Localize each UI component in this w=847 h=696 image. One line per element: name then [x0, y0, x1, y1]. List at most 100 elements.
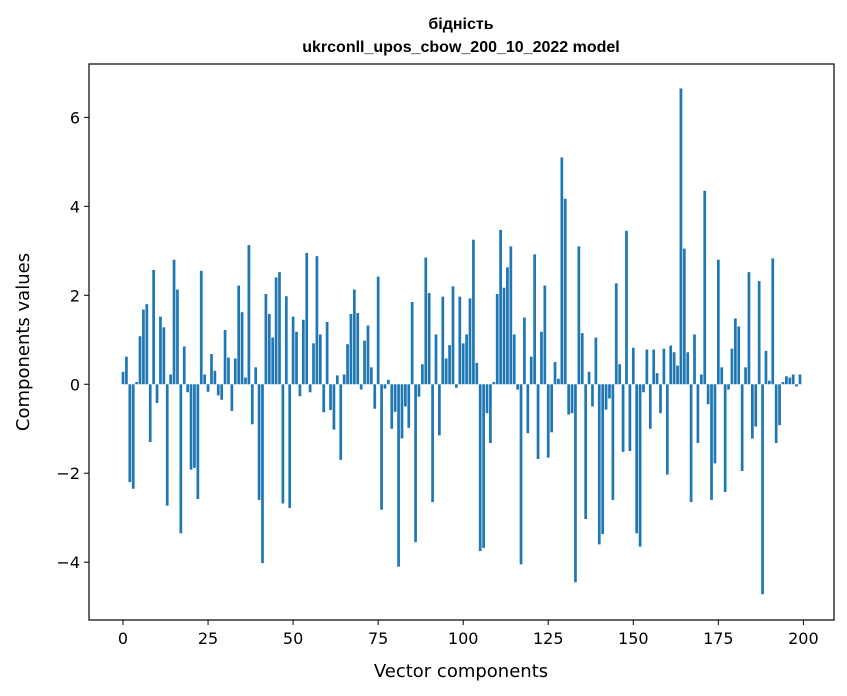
bar: [696, 384, 700, 443]
x-tick-label: 75: [368, 629, 388, 648]
bar: [271, 337, 275, 385]
bar: [162, 327, 166, 385]
bar: [390, 384, 394, 429]
bar: [591, 384, 594, 407]
bar: [540, 331, 543, 385]
bar: [778, 384, 781, 426]
bar: [563, 198, 567, 385]
bar: [417, 384, 421, 397]
bar: [689, 384, 693, 503]
y-tick-label: −2: [56, 464, 80, 483]
bar: [635, 384, 639, 534]
bar: [737, 326, 741, 385]
bar: [383, 384, 387, 389]
bar: [274, 277, 278, 385]
y-axis: −4 −2 0 2 4 6: [56, 108, 89, 572]
y-tick-label: −4: [56, 553, 80, 572]
bar: [676, 365, 679, 385]
bar: [233, 358, 237, 385]
x-tick-label: 150: [618, 629, 649, 648]
bar: [699, 374, 703, 385]
bar: [798, 374, 802, 385]
bar: [733, 318, 737, 385]
bar: [254, 367, 258, 385]
bar: [346, 344, 349, 385]
x-axis: 0 25 50 75 100 125 150 175 200: [118, 620, 819, 648]
bar: [451, 286, 455, 385]
bar: [788, 377, 792, 385]
bar: [669, 345, 673, 385]
bar: [444, 358, 448, 385]
bar: [768, 380, 771, 385]
bar: [424, 257, 428, 385]
bar: [281, 384, 285, 504]
bar: [550, 384, 554, 433]
bar: [679, 88, 683, 385]
bar: [662, 348, 666, 385]
bar: [716, 259, 720, 385]
bars-group: [121, 88, 802, 595]
bar: [312, 343, 315, 385]
bar: [376, 276, 380, 385]
bar: [172, 259, 176, 385]
bar: [642, 384, 645, 393]
x-tick-label: 175: [703, 629, 734, 648]
bar: [713, 384, 717, 464]
bar: [335, 375, 339, 385]
bar: [781, 382, 785, 385]
bar: [499, 229, 502, 385]
bar: [332, 384, 336, 430]
bar: [570, 384, 574, 414]
bar: [373, 384, 377, 409]
bar: [472, 239, 475, 385]
bar: [703, 190, 707, 385]
bar: [230, 384, 234, 411]
bar: [567, 384, 571, 415]
bar: [322, 384, 326, 413]
bar: [628, 384, 632, 451]
bar: [404, 384, 407, 407]
bar: [682, 248, 686, 385]
bar: [186, 384, 190, 393]
x-tick-label: 50: [283, 629, 303, 648]
y-tick-label: 0: [70, 375, 80, 394]
bar: [244, 377, 247, 385]
x-tick-label: 200: [788, 629, 819, 648]
bar: [366, 325, 370, 385]
bar: [519, 384, 523, 565]
bar: [710, 384, 713, 500]
bar: [529, 356, 533, 385]
bar: [193, 384, 196, 468]
bar: [506, 267, 509, 385]
bar: [142, 309, 145, 385]
bar: [318, 334, 322, 385]
bar: [468, 298, 472, 385]
bar: [730, 348, 734, 385]
bar: [516, 384, 519, 390]
bar: [369, 367, 373, 385]
bar: [465, 334, 468, 385]
bar: [315, 256, 319, 385]
bar: [580, 333, 584, 385]
bar: [761, 384, 764, 595]
bar: [400, 384, 404, 439]
bar: [278, 272, 281, 385]
y-tick-label: 4: [70, 197, 80, 216]
bar: [308, 384, 312, 393]
bar: [648, 384, 652, 429]
bar: [196, 384, 200, 500]
bar: [785, 376, 788, 385]
bar: [706, 384, 710, 405]
bar: [250, 384, 254, 425]
bar: [152, 269, 155, 385]
bar: [169, 374, 172, 385]
bar: [206, 384, 210, 392]
bar: [138, 336, 142, 385]
bar: [614, 283, 618, 385]
bar: [604, 384, 608, 410]
bar: [489, 384, 492, 443]
bar: [458, 296, 462, 385]
bar: [288, 384, 292, 508]
bar: [387, 379, 390, 385]
bar: [672, 352, 676, 385]
